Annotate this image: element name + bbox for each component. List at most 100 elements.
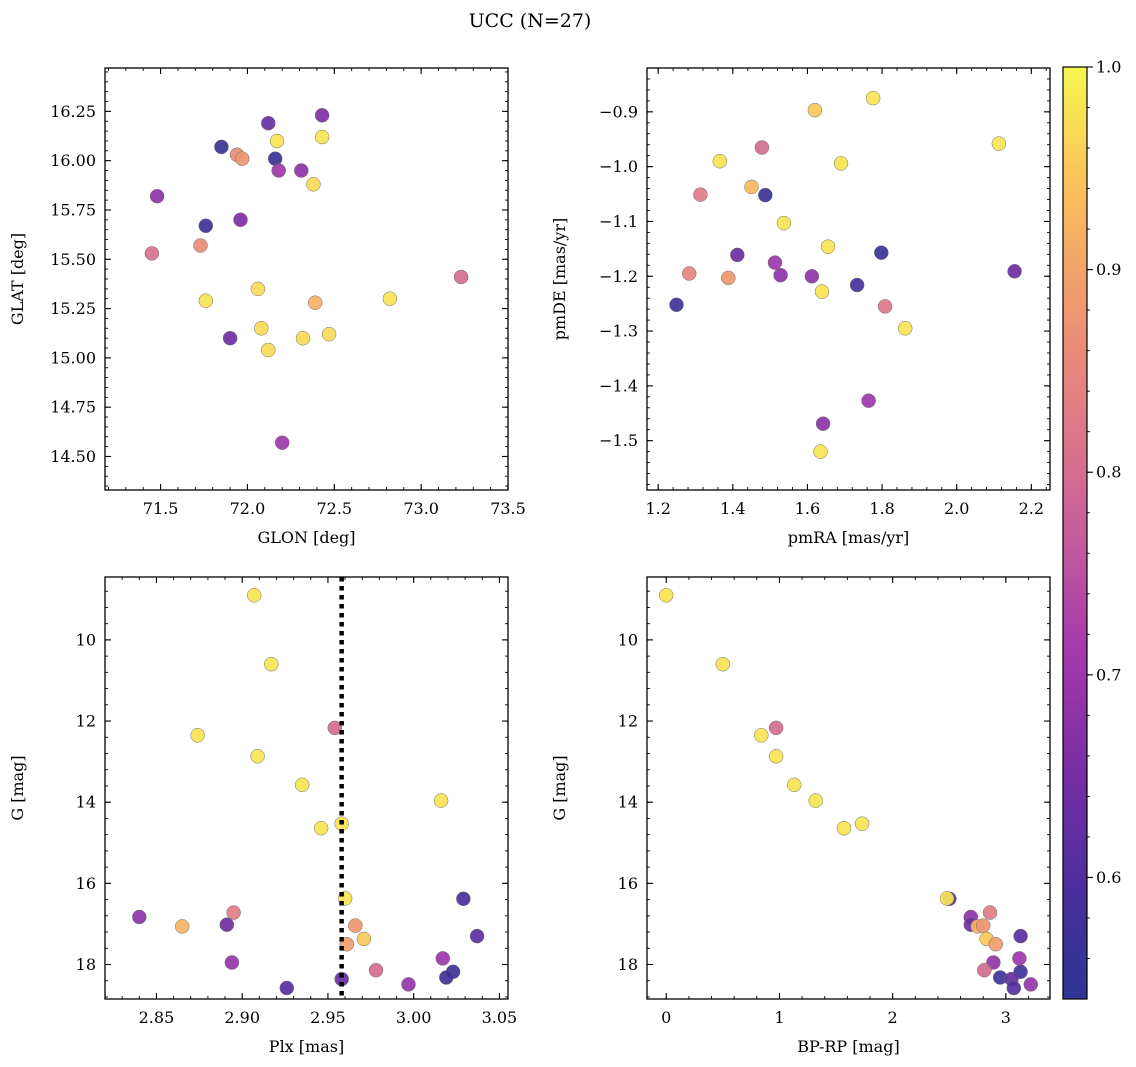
data-point (786, 777, 802, 793)
data-point (149, 188, 165, 204)
data-point (456, 891, 471, 907)
y-tick-label: 14.75 (50, 398, 96, 417)
y-tick-label: 16.25 (50, 102, 96, 121)
colorbar-gradient (1062, 66, 1088, 1000)
data-point (261, 115, 276, 131)
data-point (313, 820, 329, 836)
x-tick-label: 2.2 (1019, 499, 1044, 518)
x-tick-label: 1.2 (645, 499, 670, 518)
data-point (712, 153, 728, 169)
data-point (327, 720, 343, 736)
y-tick-label: 10 (76, 630, 96, 649)
axes-frame (646, 67, 1051, 491)
x-tick-label: 2 (888, 1008, 898, 1027)
colorbar-tick-label: 0.9 (1096, 260, 1121, 279)
x-tick-label: 0 (661, 1008, 671, 1027)
data-point (250, 749, 265, 764)
x-tick-label: 3.00 (396, 1008, 432, 1027)
data-point (776, 215, 792, 231)
y-tick-label: 16.00 (50, 151, 96, 170)
x-tick-label: 3 (1001, 1008, 1011, 1027)
data-point (222, 330, 238, 346)
data-point (1023, 977, 1039, 992)
data-point (294, 163, 309, 178)
x-tick-label: 72.0 (230, 499, 266, 518)
data-point (250, 281, 266, 297)
data-point (975, 918, 991, 933)
x-tick-label: 72.5 (316, 499, 352, 518)
figure-title: UCC (N=27) (469, 10, 592, 32)
x-tick-label: 73.0 (403, 499, 439, 518)
data-point (314, 129, 330, 145)
data-point (234, 151, 250, 166)
data-point (469, 928, 485, 944)
data-point (294, 777, 310, 793)
y-tick-label: 14 (618, 793, 638, 812)
y-tick-label: 12 (76, 712, 96, 731)
y-tick-label: 12 (618, 712, 638, 731)
y-axis-label: GLAT [deg] (8, 233, 27, 325)
data-point (453, 269, 469, 285)
y-tick-label: 16 (76, 874, 96, 893)
data-point (807, 102, 823, 118)
y-tick-label: 15.75 (50, 200, 96, 219)
data-point (435, 951, 451, 966)
data-point (274, 435, 290, 450)
data-point (261, 342, 276, 358)
data-point (681, 266, 697, 281)
data-point (348, 918, 363, 933)
colorbar-tick-label: 1.0 (1096, 58, 1121, 77)
data-point (321, 326, 337, 342)
x-tick-label: 1 (774, 1008, 784, 1027)
data-point (132, 909, 147, 925)
data-point (174, 919, 190, 934)
data-point (767, 255, 783, 270)
y-axis-label: G [mag] (8, 755, 27, 820)
panel-pmra-pmde: 1.2 1.4 1.6 1.8 2.0 2.2 −1.5 −1.4 −1.3 −1.2 −1.1 −1… (550, 67, 1051, 547)
x-tick-label: 73.5 (490, 499, 526, 518)
x-tick-label: 2.90 (224, 1008, 260, 1027)
data-point (224, 955, 240, 970)
data-point (246, 588, 262, 603)
y-tick-label: −1.4 (599, 376, 638, 395)
data-point (768, 749, 784, 764)
data-point (1012, 951, 1027, 966)
y-tick-label: 15.00 (50, 348, 96, 367)
data-point (820, 239, 836, 254)
data-point (295, 330, 311, 346)
data-point (865, 90, 881, 106)
y-tick-label: 18 (76, 955, 96, 974)
data-point (804, 269, 820, 284)
data-point (730, 247, 745, 263)
data-point (721, 270, 736, 286)
data-point (190, 728, 205, 743)
axes-frame (646, 576, 1051, 1000)
x-tick-label: 2.85 (139, 1008, 175, 1027)
data-point (368, 962, 384, 978)
panel-plx-g: 2.85 2.90 2.95 3.00 3.05 10 12 14 16 18 Plx [mas] G… (8, 576, 518, 1056)
y-tick-label: 15.50 (50, 250, 96, 269)
data-point (849, 277, 865, 293)
data-point (693, 187, 708, 202)
colorbar: 0.6 0.7 0.8 0.9 1.0 (1062, 58, 1121, 1000)
colorbar-tick-label: 0.6 (1096, 868, 1121, 887)
data-point (279, 980, 295, 996)
y-tick-label: −0.9 (599, 102, 638, 121)
data-point (874, 245, 889, 260)
x-axis-label: GLON [deg] (257, 528, 355, 547)
y-axis-label: pmDE [mas/yr] (550, 218, 569, 341)
data-point (897, 321, 913, 336)
data-point (314, 108, 330, 123)
x-tick-label: 1.6 (795, 499, 820, 518)
y-tick-label: −1.5 (599, 431, 638, 450)
data-point (939, 891, 955, 906)
data-point (768, 720, 784, 736)
data-point (808, 793, 823, 808)
data-point (814, 284, 830, 299)
data-point (254, 321, 269, 336)
x-tick-label: 2.0 (944, 499, 969, 518)
x-tick-label: 3.05 (482, 1008, 518, 1027)
data-point (382, 291, 398, 306)
